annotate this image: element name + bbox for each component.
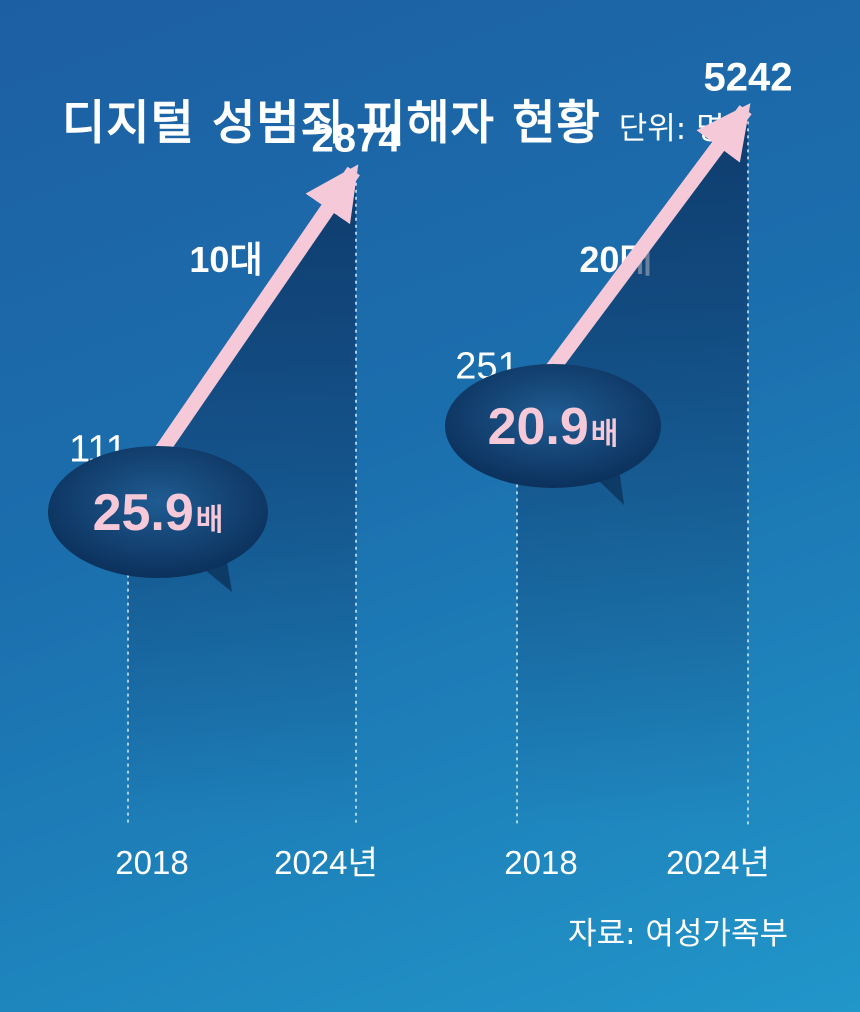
panel-2-growth-suffix: 배	[591, 418, 619, 451]
panel-1-x-tick-label-2: 2024년	[274, 844, 378, 881]
panel-2-x-tick-label-2: 2024년	[666, 844, 770, 881]
panel-2-growth-label: 20.9배	[488, 398, 619, 456]
panel-2-x-tick-label-1: 2018	[504, 844, 577, 881]
panel-1-growth-bubble	[48, 446, 268, 578]
panel-1-growth-number: 25.9	[93, 484, 194, 542]
panel-1-bubble-tail	[205, 556, 232, 592]
page-title: 디지털 성범죄 피해자 현황	[62, 96, 601, 151]
panel-2-value-label-end: 5242	[704, 55, 793, 99]
panel-2-growth-number: 20.9	[488, 398, 589, 456]
source-label: 자료: 여성가족부	[568, 916, 788, 952]
panel-1-growth-suffix: 배	[196, 504, 224, 537]
panel-1-growth-arrow	[121, 164, 360, 504]
panel-1-x-tick-label-1: 2018	[115, 844, 188, 881]
panel-1-title: 10대	[189, 239, 262, 280]
panel-1-value-label-end: 2874	[312, 117, 402, 161]
panel-2-growth-bubble	[445, 364, 661, 488]
panel-1-growth-label: 25.9배	[93, 484, 224, 542]
